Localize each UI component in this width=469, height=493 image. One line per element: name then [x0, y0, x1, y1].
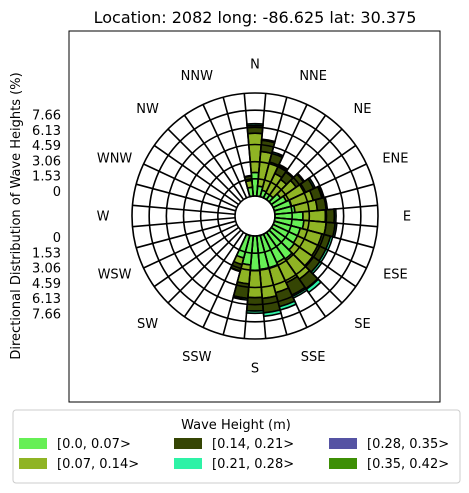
- compass-label-n: N: [250, 58, 260, 73]
- grid-spoke: [135, 183, 236, 212]
- grid-spoke: [274, 216, 378, 228]
- radial-tick-lower: 7.66: [32, 308, 61, 323]
- grid-spoke: [243, 235, 255, 339]
- plot-frame: [68, 30, 441, 403]
- grid-spoke: [183, 231, 245, 318]
- bar-segment: [333, 208, 337, 224]
- grid-spoke: [135, 220, 236, 249]
- grid-spoke: [183, 114, 245, 201]
- grid-spoke: [202, 104, 248, 199]
- grid-spoke: [143, 223, 238, 269]
- grid-spoke: [270, 144, 357, 206]
- grid-spoke: [262, 233, 308, 328]
- radial-tick-lower: 3.06: [32, 262, 61, 277]
- bar-segment: [246, 122, 264, 127]
- grid-spoke: [262, 104, 308, 199]
- legend-swatch: [329, 438, 357, 449]
- grid-spoke: [222, 235, 251, 336]
- grid-spoke: [132, 204, 236, 216]
- compass-label-wsw: WSW: [98, 268, 132, 283]
- legend-swatch: [19, 458, 47, 469]
- legend-label: [0.35, 0.42>: [367, 457, 449, 472]
- grid-ring: [217, 178, 293, 254]
- grid-spoke: [167, 229, 242, 304]
- grid-spoke: [274, 220, 375, 249]
- grid-ring: [148, 109, 362, 323]
- grid-spoke: [222, 96, 251, 197]
- grid-spoke: [255, 235, 267, 339]
- grid-ring: [131, 92, 379, 340]
- radial-tick-upper: 1.53: [32, 170, 61, 185]
- compass-label-nw: NW: [136, 102, 159, 117]
- grid-ring: [199, 160, 311, 272]
- legend-swatch: [329, 458, 357, 469]
- legend: Wave Height (m) [0.0, 0.07> [0.14, 0.21> [0…: [12, 409, 461, 484]
- grid-spoke: [259, 235, 288, 336]
- grid-spoke: [153, 144, 240, 206]
- compass-label-sse: SSE: [301, 350, 326, 365]
- radial-tick-labels: 7.666.134.593.061.53001.533.064.596.137.…: [32, 109, 61, 323]
- grid-spoke: [265, 114, 327, 201]
- grid-spoke: [268, 229, 343, 304]
- chart-title: Location: 2082 long: -86.625 lat: 30.375: [94, 8, 417, 27]
- radial-tick-lower: 0: [53, 231, 61, 246]
- grid-ring: [165, 126, 345, 306]
- legend-title: Wave Height (m): [181, 418, 291, 433]
- bar-segment: [245, 309, 265, 315]
- grid-spoke: [259, 96, 288, 197]
- grid-spoke: [167, 128, 242, 203]
- grid-ring: [182, 143, 328, 289]
- grid-ring: [234, 195, 276, 237]
- radial-tick-lower: 1.53: [32, 246, 61, 261]
- compass-label-ene: ENE: [382, 151, 408, 166]
- radial-tick-upper: 3.06: [32, 154, 61, 169]
- compass-label-nne: NNE: [299, 69, 327, 84]
- radial-tick-lower: 4.59: [32, 277, 61, 292]
- compass-label-ssw: SSW: [182, 350, 212, 365]
- grid-spoke: [255, 93, 267, 197]
- compass-label-wnw: WNW: [97, 151, 133, 166]
- grid-spoke: [153, 226, 240, 288]
- compass-label-sw: SW: [137, 317, 158, 332]
- y-axis-label: Directional Distribution of Wave Heights…: [9, 72, 24, 359]
- grid-spoke: [132, 216, 236, 228]
- grid-spoke: [274, 183, 375, 212]
- compass-label-ne: NE: [354, 102, 372, 117]
- grid-spoke: [243, 93, 255, 197]
- polar-grid: [131, 92, 379, 340]
- compass-label-se: SE: [354, 317, 370, 332]
- legend-label: [0.21, 0.28>: [212, 457, 294, 472]
- legend-swatch: [174, 438, 202, 449]
- compass-label-ese: ESE: [383, 268, 408, 283]
- compass-label-nnw: NNW: [181, 69, 213, 84]
- grid-spoke: [274, 204, 378, 216]
- legend-label: [0.0, 0.07>: [57, 437, 131, 452]
- grid-spoke: [268, 128, 343, 203]
- compass-label-w: W: [97, 210, 110, 225]
- radial-tick-upper: 6.13: [32, 124, 61, 139]
- compass-label-s: S: [251, 362, 259, 377]
- grid-spoke: [202, 233, 248, 328]
- radial-tick-upper: 4.59: [32, 139, 61, 154]
- grid-spoke: [272, 163, 367, 209]
- compass-labels: N NNE NE ENE E ESE SE SSE S SSW SW WSW W WNW NW NNW: [97, 58, 412, 377]
- grid-spoke: [272, 223, 367, 269]
- grid-spoke: [143, 163, 238, 209]
- legend-label: [0.14, 0.21>: [212, 437, 294, 452]
- legend-label: [0.28, 0.35>: [367, 437, 449, 452]
- legend-label: [0.07, 0.14>: [57, 457, 139, 472]
- legend-swatch: [19, 438, 47, 449]
- radial-tick-upper: 0: [53, 185, 61, 200]
- grid-spoke: [270, 226, 357, 288]
- grid-spoke: [265, 231, 327, 318]
- compass-label-e: E: [403, 210, 411, 225]
- radial-tick-upper: 7.66: [32, 109, 61, 124]
- radial-tick-lower: 6.13: [32, 292, 61, 307]
- legend-swatch: [174, 458, 202, 469]
